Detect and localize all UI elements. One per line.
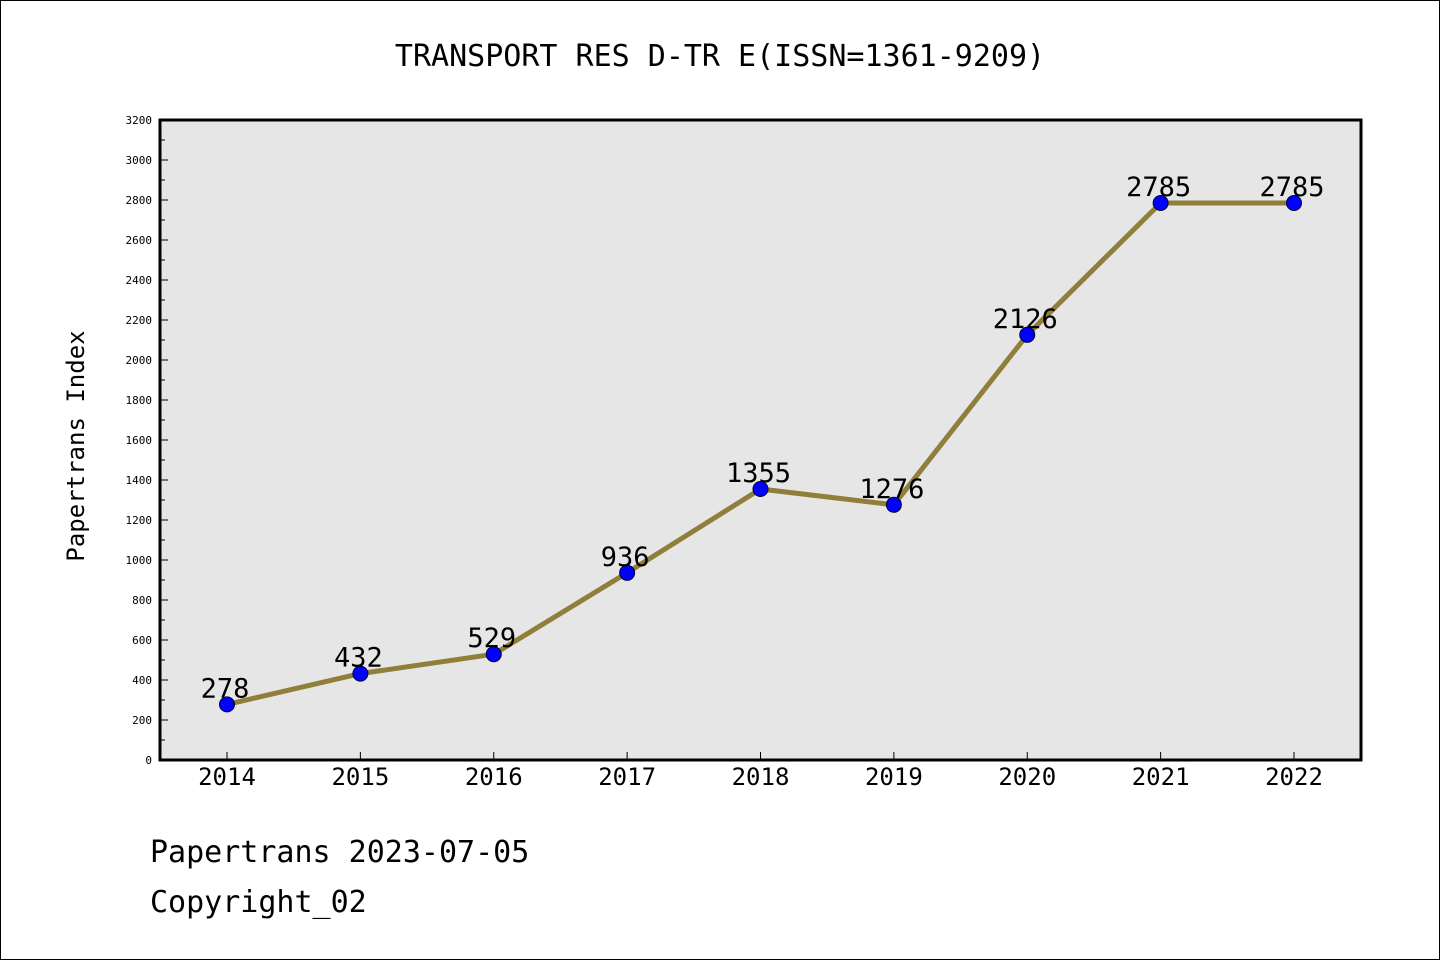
data-label-2017: 936 (601, 542, 650, 573)
data-labels: 278 432 529 936 1355 1276 2126 2785 2785 (201, 172, 1325, 704)
y-tick-label-2200: 2200 (126, 314, 153, 327)
plot-area (160, 120, 1361, 760)
data-label-2015: 432 (334, 643, 383, 674)
data-label-2019: 1276 (859, 474, 924, 505)
y-tick-label-400: 400 (132, 674, 152, 687)
marker-2022 (1286, 195, 1302, 211)
marker-2020 (1019, 326, 1036, 343)
y-tick-label-1200: 1200 (126, 514, 153, 527)
y-tick-label-2400: 2400 (126, 274, 153, 287)
plot-border (158, 118, 1363, 762)
x-tick-label-2017: 2017 (598, 763, 656, 791)
x-tick-label-2019: 2019 (865, 763, 923, 791)
y-tick-label-3000: 3000 (126, 154, 153, 167)
y-tick-label-0: 0 (145, 754, 152, 767)
y-tick-label-2800: 2800 (126, 194, 153, 207)
footer-date: Papertrans 2023-07-05 (150, 835, 530, 870)
y-tick-label-1400: 1400 (126, 474, 153, 487)
x-tick-label-2020: 2020 (998, 763, 1056, 791)
y-tick-label-1600: 1600 (126, 434, 153, 447)
data-markers (219, 195, 1302, 713)
y-tick-label-600: 600 (132, 634, 152, 647)
data-label-2022: 2785 (1259, 172, 1324, 203)
marker-2018 (752, 481, 769, 497)
y-tick-label-200: 200 (132, 714, 152, 727)
data-label-2014: 278 (201, 673, 250, 704)
y-tick-label-2600: 2600 (126, 234, 153, 247)
x-tick-label-2021: 2021 (1132, 763, 1190, 791)
y-tick-label-2000: 2000 (126, 354, 153, 367)
data-label-2020: 2126 (993, 304, 1058, 335)
marker-2014 (219, 696, 235, 713)
x-tick-label-2022: 2022 (1265, 763, 1323, 791)
marker-2021 (1152, 195, 1169, 211)
x-tick-label-2016: 2016 (465, 763, 523, 791)
marker-2019 (885, 496, 902, 513)
marker-2015 (352, 665, 369, 682)
y-tick-label-1000: 1000 (126, 554, 153, 567)
y-axis: 0 200 400 600 800 1000 1200 1400 1600 1800 2000 220… (126, 114, 168, 767)
marker-2016 (485, 646, 502, 663)
y-tick-label-3200: 3200 (126, 114, 153, 127)
marker-2017 (619, 564, 636, 581)
data-label-2018: 1355 (726, 458, 791, 489)
chart-title: TRANSPORT RES D-TR E(ISSN=1361-9209) (395, 39, 1045, 74)
y-axis-label: Papertrans Index (62, 330, 90, 561)
y-tick-label-1800: 1800 (126, 394, 153, 407)
data-label-2021: 2785 (1126, 172, 1191, 203)
x-tick-label-2018: 2018 (732, 763, 790, 791)
y-tick-label-800: 800 (132, 594, 152, 607)
footer-copyright: Copyright_02 (150, 885, 367, 920)
data-label-2016: 529 (467, 623, 516, 654)
x-axis: 2014 2015 2016 2017 2018 2019 2020 2021 2022 (198, 752, 1323, 791)
x-tick-label-2014: 2014 (198, 763, 256, 791)
x-tick-label-2015: 2015 (331, 763, 389, 791)
